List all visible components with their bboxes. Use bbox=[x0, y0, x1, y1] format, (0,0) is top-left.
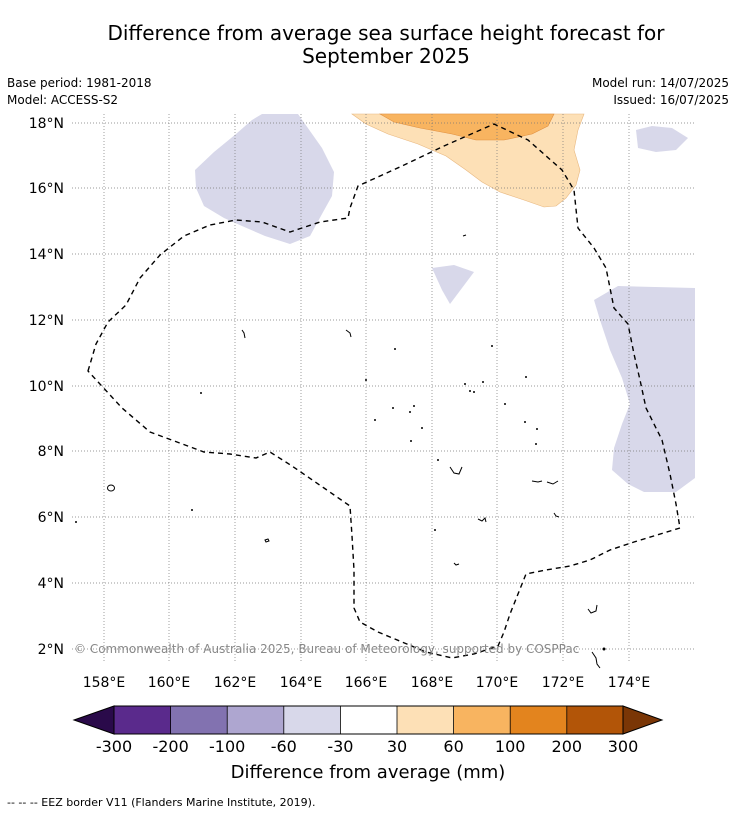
colorbar-swatch bbox=[340, 706, 397, 734]
lon-label: 158°E bbox=[83, 675, 126, 691]
issued-date: Issued: 16/07/2025 bbox=[613, 93, 729, 107]
colorbar-tick: -100 bbox=[209, 737, 245, 756]
lat-label: 12°N bbox=[29, 313, 64, 329]
copyright-text: © Commonwealth of Australia 2025, Bureau… bbox=[74, 642, 579, 656]
lon-label: 172°E bbox=[542, 675, 585, 691]
lon-label: 166°E bbox=[345, 675, 388, 691]
meta-right: Model run: 14/07/2025 Issued: 16/07/2025 bbox=[592, 75, 729, 109]
colorbar-swatch bbox=[283, 706, 341, 734]
lon-label: 162°E bbox=[214, 675, 257, 691]
colorbar-tick: 300 bbox=[608, 737, 639, 756]
colorbar-swatch bbox=[397, 706, 454, 734]
lat-label: 8°N bbox=[38, 444, 64, 460]
anomaly-positive-area-light bbox=[351, 113, 585, 208]
colorbar-swatch bbox=[170, 706, 228, 734]
colorbar-tick: -200 bbox=[152, 737, 188, 756]
colorbar-tick: -60 bbox=[271, 737, 297, 756]
island-outlines bbox=[107, 234, 601, 669]
colorbar-label: Difference from average (mm) bbox=[231, 762, 506, 783]
title-line-1: Difference from average sea surface heig… bbox=[107, 21, 665, 45]
colorbar-tick: 100 bbox=[495, 737, 526, 756]
lon-label: 164°E bbox=[280, 675, 323, 691]
colorbar-tick: -300 bbox=[96, 737, 132, 756]
colorbar-extend-low bbox=[72, 705, 115, 735]
colorbar-swatch bbox=[227, 706, 284, 734]
model-run: Model run: 14/07/2025 bbox=[591, 76, 729, 90]
colorbar-swatch bbox=[566, 706, 623, 734]
anomaly-negative-area-east bbox=[594, 286, 695, 492]
colorbar-frame bbox=[113, 705, 624, 735]
lat-label: 4°N bbox=[38, 576, 64, 592]
model-name: Model: ACCESS-S2 bbox=[7, 93, 119, 107]
colorbar-tick: 200 bbox=[552, 737, 583, 756]
lon-label: 168°E bbox=[411, 675, 454, 691]
colorbar-tick: 30 bbox=[387, 737, 407, 756]
lat-label: 10°N bbox=[29, 379, 64, 395]
colorbar-swatch bbox=[453, 706, 511, 734]
colorbar-tick: -30 bbox=[327, 737, 353, 756]
base-period: Base period: 1981-2018 bbox=[7, 76, 152, 90]
lat-labels: 2°N 4°N 6°N 8°N 10°N 12°N 14°N 16°N 18°N bbox=[29, 116, 64, 658]
eez-border bbox=[87, 123, 681, 659]
lat-label: 18°N bbox=[29, 116, 64, 132]
meta-left: Base period: 1981-2018 Model: ACCESS-S2 bbox=[7, 75, 152, 109]
anomaly-negative-area-nw bbox=[195, 114, 334, 244]
title-line-2: September 2025 bbox=[302, 44, 470, 68]
anomaly-negative-area-ne bbox=[636, 126, 688, 152]
colorbar-extend-high bbox=[622, 705, 664, 735]
lon-labels: 158°E 160°E 162°E 164°E 166°E 168°E 170°… bbox=[83, 675, 651, 691]
colorbar-swatch bbox=[510, 706, 567, 734]
lat-label: 16°N bbox=[29, 181, 64, 197]
anomaly-negative-area-small-center bbox=[432, 265, 474, 304]
chart-title: Difference from average sea surface heig… bbox=[0, 22, 736, 68]
lon-label: 174°E bbox=[608, 675, 651, 691]
lon-label: 160°E bbox=[148, 675, 191, 691]
colorbar-dividers bbox=[170, 706, 568, 734]
map-area: © Commonwealth of Australia 2025, Bureau… bbox=[72, 113, 695, 669]
lat-label: 2°N bbox=[38, 642, 64, 658]
island-dots bbox=[75, 345, 606, 651]
colorbar-tick: 60 bbox=[443, 737, 463, 756]
lat-label: 14°N bbox=[29, 247, 64, 263]
gridlines bbox=[72, 114, 695, 663]
colorbar: -300 -200 -100 -60 -30 30 60 100 200 300… bbox=[72, 705, 664, 783]
lon-label: 170°E bbox=[476, 675, 519, 691]
lat-label: 6°N bbox=[38, 510, 64, 526]
eez-footnote: -- -- -- EEZ border V11 (Flanders Marine… bbox=[7, 796, 316, 809]
colorbar-swatch bbox=[114, 706, 171, 734]
anomaly-positive-area-medium bbox=[378, 113, 555, 141]
